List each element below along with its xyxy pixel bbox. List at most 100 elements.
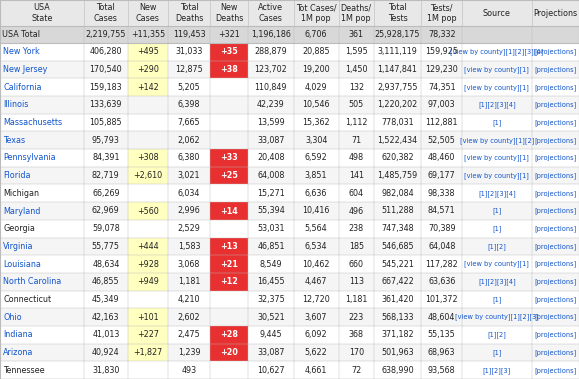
- Text: 132: 132: [349, 83, 364, 92]
- Text: 119,453: 119,453: [173, 30, 206, 39]
- Text: New
Cases: New Cases: [136, 3, 160, 22]
- Text: Pennsylvania: Pennsylvania: [3, 153, 56, 163]
- Bar: [128, 78, 168, 96]
- Text: 30,521: 30,521: [257, 313, 285, 322]
- Text: 71: 71: [351, 136, 361, 145]
- Text: +444: +444: [137, 242, 159, 251]
- Text: 84,391: 84,391: [92, 153, 120, 163]
- Bar: [128, 202, 168, 220]
- Text: 2,937,755: 2,937,755: [378, 83, 418, 92]
- Text: 10,546: 10,546: [302, 100, 330, 110]
- Text: [view by county][1][2][3][4]: [view by county][1][2][3][4]: [450, 49, 544, 55]
- Text: [1][2][3][4]: [1][2][3][4]: [478, 102, 516, 108]
- Text: Projections: Projections: [533, 8, 577, 17]
- Text: [projections]: [projections]: [534, 243, 577, 250]
- Text: 117,282: 117,282: [426, 260, 458, 269]
- Text: 2,602: 2,602: [178, 313, 200, 322]
- Text: 1,450: 1,450: [345, 65, 368, 74]
- Text: 568,133: 568,133: [382, 313, 414, 322]
- Bar: [0, 291, 579, 308]
- Text: 1,522,434: 1,522,434: [378, 136, 417, 145]
- Text: [view by county][1]: [view by county][1]: [464, 155, 529, 161]
- Text: New York: New York: [3, 47, 40, 56]
- Bar: [128, 344, 168, 361]
- Text: Maryland: Maryland: [3, 207, 41, 216]
- Text: 78,332: 78,332: [428, 30, 456, 39]
- Text: 55,135: 55,135: [428, 330, 456, 339]
- Text: Total
Cases: Total Cases: [94, 3, 118, 22]
- Text: 52,505: 52,505: [428, 136, 456, 145]
- Text: USA
State: USA State: [31, 3, 53, 22]
- Text: 170: 170: [349, 348, 364, 357]
- Bar: [210, 326, 248, 344]
- Text: 2,529: 2,529: [178, 224, 200, 233]
- Text: 12,720: 12,720: [302, 295, 330, 304]
- Text: Virginia: Virginia: [3, 242, 34, 251]
- Text: 74,351: 74,351: [428, 83, 456, 92]
- Text: USA Total: USA Total: [2, 30, 40, 39]
- Text: 48,604: 48,604: [428, 313, 456, 322]
- Text: [1][2][3][4]: [1][2][3][4]: [478, 278, 516, 285]
- Bar: [0, 185, 579, 202]
- Text: 1,181: 1,181: [178, 277, 200, 286]
- Text: 4,029: 4,029: [305, 83, 328, 92]
- Text: 1,196,186: 1,196,186: [251, 30, 291, 39]
- Text: Georgia: Georgia: [3, 224, 35, 233]
- Text: 238: 238: [349, 224, 364, 233]
- Text: 101,372: 101,372: [426, 295, 458, 304]
- Text: 46,851: 46,851: [257, 242, 285, 251]
- Bar: [0, 78, 579, 96]
- Text: 496: 496: [349, 207, 364, 216]
- Text: 511,288: 511,288: [381, 207, 414, 216]
- Bar: [0, 0, 579, 26]
- Text: [projections]: [projections]: [534, 261, 577, 268]
- Bar: [128, 326, 168, 344]
- Text: +142: +142: [137, 83, 159, 92]
- Text: 82,719: 82,719: [92, 171, 120, 180]
- Text: +12: +12: [221, 277, 238, 286]
- Text: 3,111,119: 3,111,119: [378, 47, 417, 56]
- Text: 105,885: 105,885: [90, 118, 122, 127]
- Text: 498: 498: [349, 153, 364, 163]
- Text: [view by county][1][2]: [view by county][1][2]: [460, 137, 534, 144]
- Text: 2,219,755: 2,219,755: [86, 30, 126, 39]
- Text: 3,607: 3,607: [305, 313, 327, 322]
- Text: 141: 141: [349, 171, 364, 180]
- Text: 55,394: 55,394: [257, 207, 285, 216]
- Text: +33: +33: [221, 153, 238, 163]
- Text: 170,540: 170,540: [90, 65, 122, 74]
- Text: 31,830: 31,830: [92, 366, 119, 375]
- Bar: [0, 255, 579, 273]
- Text: 3,068: 3,068: [178, 260, 200, 269]
- Text: [1]: [1]: [492, 296, 501, 303]
- Text: 288,879: 288,879: [255, 47, 287, 56]
- Bar: [0, 149, 579, 167]
- Text: 667,422: 667,422: [381, 277, 414, 286]
- Text: 505: 505: [349, 100, 364, 110]
- Text: +38: +38: [221, 65, 238, 74]
- Text: 1,220,202: 1,220,202: [378, 100, 417, 110]
- Text: Deaths/
1M pop: Deaths/ 1M pop: [341, 3, 372, 22]
- Text: 48,634: 48,634: [92, 260, 119, 269]
- Text: [projections]: [projections]: [534, 314, 577, 321]
- Text: [projections]: [projections]: [534, 119, 577, 126]
- Text: +308: +308: [137, 153, 159, 163]
- Text: 4,210: 4,210: [178, 295, 200, 304]
- Text: 41,013: 41,013: [92, 330, 119, 339]
- Text: [projections]: [projections]: [534, 84, 577, 91]
- Text: [projections]: [projections]: [534, 225, 577, 232]
- Bar: [0, 308, 579, 326]
- Text: 55,775: 55,775: [92, 242, 120, 251]
- Text: 604: 604: [349, 189, 364, 198]
- Text: 84,571: 84,571: [428, 207, 456, 216]
- Text: 2,996: 2,996: [178, 207, 200, 216]
- Text: 3,021: 3,021: [178, 171, 200, 180]
- Text: 545,221: 545,221: [381, 260, 414, 269]
- Text: +1,827: +1,827: [133, 348, 163, 357]
- Text: Connecticut: Connecticut: [3, 295, 51, 304]
- Text: 185: 185: [349, 242, 364, 251]
- Text: [view by county][1]: [view by county][1]: [464, 84, 529, 91]
- Text: 361,420: 361,420: [382, 295, 414, 304]
- Text: 3,304: 3,304: [305, 136, 327, 145]
- Text: 113: 113: [349, 277, 364, 286]
